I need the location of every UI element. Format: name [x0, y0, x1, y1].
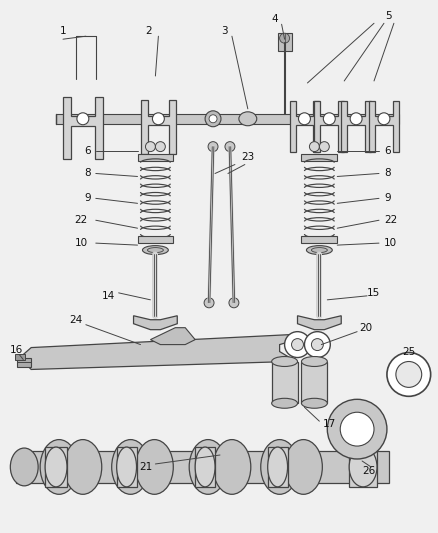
Text: 4: 4 [271, 14, 277, 25]
Text: 2: 2 [145, 26, 152, 36]
Circle shape [395, 361, 421, 387]
Ellipse shape [40, 440, 78, 494]
Circle shape [284, 332, 310, 358]
Circle shape [208, 115, 216, 123]
Ellipse shape [135, 440, 173, 494]
Bar [277, 33, 291, 51]
Circle shape [279, 33, 289, 43]
Circle shape [318, 142, 328, 151]
Circle shape [323, 113, 335, 125]
Circle shape [386, 352, 430, 397]
Circle shape [204, 298, 214, 308]
Bar [17, 358, 31, 367]
Text: 8: 8 [84, 168, 91, 179]
Text: 22: 22 [383, 215, 396, 225]
Circle shape [77, 113, 88, 125]
Circle shape [339, 412, 373, 446]
Ellipse shape [260, 440, 298, 494]
Text: 1: 1 [60, 26, 66, 36]
Text: 17: 17 [322, 419, 335, 429]
Text: 9: 9 [383, 193, 390, 204]
Bar [137, 236, 173, 243]
Bar [56, 114, 398, 124]
Bar [15, 353, 25, 360]
Circle shape [205, 111, 220, 127]
Ellipse shape [284, 440, 321, 494]
Bar [16, 451, 388, 483]
Polygon shape [150, 328, 195, 345]
Bar [301, 236, 336, 243]
Ellipse shape [195, 447, 215, 487]
Bar [301, 154, 336, 160]
Ellipse shape [212, 440, 250, 494]
Polygon shape [133, 316, 177, 330]
Ellipse shape [117, 447, 136, 487]
Bar [348, 447, 376, 487]
Circle shape [208, 142, 218, 151]
Bar [267, 447, 287, 487]
Bar [195, 447, 215, 487]
Text: 9: 9 [84, 193, 91, 204]
Polygon shape [314, 101, 343, 152]
Text: 10: 10 [383, 238, 396, 248]
Ellipse shape [11, 448, 38, 486]
Circle shape [155, 142, 165, 151]
Polygon shape [289, 101, 318, 152]
Ellipse shape [64, 440, 102, 494]
Ellipse shape [348, 447, 376, 487]
Bar [271, 361, 297, 403]
Text: 6: 6 [84, 146, 91, 156]
Text: 14: 14 [102, 291, 115, 301]
Ellipse shape [45, 447, 67, 487]
Circle shape [377, 113, 389, 125]
Circle shape [327, 399, 386, 459]
Ellipse shape [311, 248, 327, 253]
Ellipse shape [189, 440, 226, 494]
Circle shape [229, 298, 238, 308]
Polygon shape [368, 101, 398, 152]
Text: 23: 23 [240, 151, 254, 161]
Text: 5: 5 [385, 11, 391, 21]
Circle shape [152, 113, 164, 125]
Polygon shape [340, 101, 370, 152]
Ellipse shape [111, 440, 149, 494]
Text: 15: 15 [366, 288, 379, 298]
Circle shape [145, 142, 155, 151]
Circle shape [224, 142, 234, 151]
Circle shape [304, 332, 329, 358]
Ellipse shape [271, 398, 297, 408]
Text: 25: 25 [401, 346, 414, 357]
Ellipse shape [301, 357, 327, 367]
Polygon shape [63, 97, 102, 159]
Text: 8: 8 [383, 168, 390, 179]
Text: 20: 20 [358, 322, 371, 333]
Circle shape [309, 142, 318, 151]
Text: 21: 21 [138, 462, 152, 472]
Text: 26: 26 [362, 466, 375, 476]
Bar [137, 154, 173, 160]
Bar [301, 361, 327, 403]
Polygon shape [141, 100, 175, 155]
Circle shape [350, 113, 361, 125]
Circle shape [311, 338, 323, 351]
Polygon shape [297, 316, 340, 330]
Ellipse shape [142, 246, 168, 255]
Ellipse shape [238, 112, 256, 126]
Ellipse shape [301, 398, 327, 408]
Ellipse shape [306, 246, 332, 255]
Bar [45, 447, 67, 487]
Text: 22: 22 [74, 215, 88, 225]
Ellipse shape [147, 248, 163, 253]
Circle shape [298, 113, 310, 125]
Text: 10: 10 [74, 238, 88, 248]
Text: 24: 24 [69, 314, 82, 325]
Text: 16: 16 [9, 344, 22, 354]
Circle shape [291, 338, 303, 351]
Ellipse shape [267, 447, 287, 487]
Text: 3: 3 [221, 26, 228, 36]
Ellipse shape [271, 357, 297, 367]
Bar [117, 447, 136, 487]
Polygon shape [23, 335, 289, 369]
Text: 6: 6 [383, 146, 390, 156]
